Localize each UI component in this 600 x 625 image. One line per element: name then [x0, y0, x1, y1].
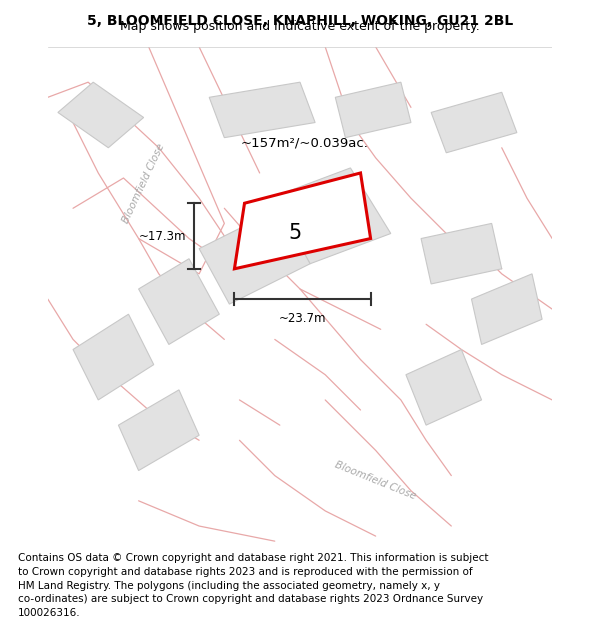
Text: Bloomfield Close: Bloomfield Close: [121, 142, 167, 224]
Polygon shape: [209, 82, 315, 138]
Polygon shape: [335, 82, 411, 138]
Polygon shape: [472, 274, 542, 344]
Text: ~23.7m: ~23.7m: [279, 312, 326, 324]
Polygon shape: [406, 349, 482, 425]
Text: ~157m²/~0.039ac.: ~157m²/~0.039ac.: [241, 136, 369, 149]
Polygon shape: [139, 259, 220, 344]
Polygon shape: [431, 92, 517, 152]
Text: ~17.3m: ~17.3m: [139, 229, 187, 242]
Polygon shape: [73, 314, 154, 400]
Polygon shape: [270, 168, 391, 264]
Text: Bloomfield Close: Bloomfield Close: [334, 460, 418, 501]
Polygon shape: [235, 173, 371, 269]
Polygon shape: [421, 223, 502, 284]
Text: Contains OS data © Crown copyright and database right 2021. This information is : Contains OS data © Crown copyright and d…: [18, 554, 488, 618]
Polygon shape: [58, 82, 143, 148]
Polygon shape: [118, 390, 199, 471]
Text: Map shows position and indicative extent of the property.: Map shows position and indicative extent…: [120, 20, 480, 32]
Polygon shape: [199, 208, 310, 304]
Text: 5: 5: [289, 224, 302, 244]
Text: 5, BLOOMFIELD CLOSE, KNAPHILL, WOKING, GU21 2BL: 5, BLOOMFIELD CLOSE, KNAPHILL, WOKING, G…: [87, 14, 513, 28]
